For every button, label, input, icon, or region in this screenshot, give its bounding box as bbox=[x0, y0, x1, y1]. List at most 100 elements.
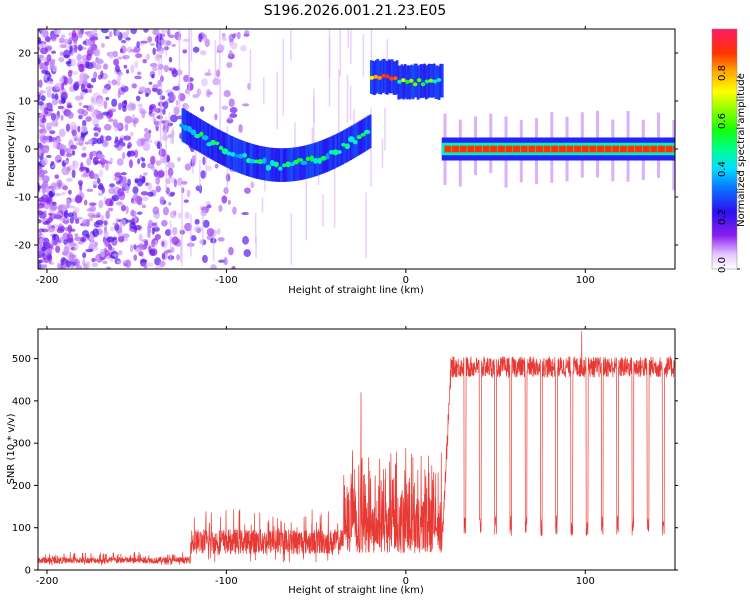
noise-speckle bbox=[89, 202, 97, 206]
noise-speckle bbox=[96, 153, 105, 158]
noise-speckle bbox=[38, 199, 43, 203]
noise-speckle bbox=[43, 74, 48, 81]
noise-speckle bbox=[74, 233, 79, 237]
noise-speckle bbox=[162, 206, 169, 216]
y-tick-label: 0 bbox=[25, 566, 31, 577]
noise-speckle bbox=[169, 114, 178, 123]
noise-streak bbox=[365, 192, 367, 258]
noise-streak bbox=[290, 29, 292, 61]
carrier-core bbox=[566, 145, 574, 153]
noise-speckle bbox=[62, 185, 68, 191]
noise-speckle bbox=[95, 57, 103, 65]
noise-speckle bbox=[123, 99, 128, 105]
noise-speckle bbox=[96, 177, 101, 184]
noise-speckle bbox=[227, 199, 231, 205]
noise-speckle bbox=[73, 36, 78, 45]
noise-speckle bbox=[38, 57, 41, 65]
noise-speckle bbox=[67, 76, 73, 85]
noise-speckle bbox=[135, 53, 143, 59]
noise-speckle bbox=[40, 29, 48, 38]
noise-speckle bbox=[82, 56, 86, 66]
noise-speckle bbox=[108, 110, 114, 118]
noise-speckle bbox=[38, 94, 41, 102]
noise-speckle bbox=[97, 127, 101, 133]
noise-streak bbox=[384, 107, 386, 151]
noise-speckle bbox=[67, 212, 74, 218]
noise-speckle bbox=[111, 79, 118, 86]
snr-x-ticks: -200 -100 0 100 bbox=[36, 326, 595, 587]
noise-speckle bbox=[212, 77, 221, 86]
noise-speckle bbox=[169, 191, 176, 197]
noise-speckle bbox=[62, 76, 69, 85]
noise-speckle bbox=[101, 88, 109, 94]
noise-speckle bbox=[155, 185, 161, 193]
noise-speckle bbox=[79, 125, 88, 133]
noise-speckle bbox=[141, 111, 146, 119]
noise-speckle bbox=[70, 144, 77, 150]
noise-speckle bbox=[140, 137, 146, 146]
noise-streak bbox=[362, 33, 365, 77]
noise-streak bbox=[338, 69, 340, 147]
noise-speckle bbox=[50, 112, 56, 121]
noise-speckle bbox=[40, 42, 47, 48]
noise-speckle bbox=[67, 111, 74, 119]
noise-speckle bbox=[52, 234, 56, 241]
chirp-blob bbox=[320, 155, 327, 161]
chirp-blob bbox=[278, 166, 283, 171]
noise-speckle bbox=[50, 33, 57, 42]
noise-speckle bbox=[117, 188, 125, 197]
noise-speckle bbox=[221, 195, 228, 204]
noise-speckle bbox=[62, 205, 67, 213]
noise-streak bbox=[188, 29, 190, 93]
noise-speckle bbox=[243, 249, 251, 258]
noise-speckle bbox=[41, 263, 47, 269]
noise-speckle bbox=[103, 220, 108, 226]
noise-speckle bbox=[41, 246, 47, 253]
noise-speckle bbox=[228, 33, 235, 43]
noise-speckle bbox=[69, 45, 73, 54]
noise-speckle bbox=[196, 227, 201, 234]
carrier-core bbox=[589, 145, 597, 153]
noise-speckle bbox=[136, 40, 140, 49]
noise-streak bbox=[165, 116, 167, 191]
noise-speckle bbox=[210, 264, 217, 269]
noise-speckle bbox=[100, 70, 104, 79]
noise-speckle bbox=[116, 75, 122, 82]
noise-speckle bbox=[94, 63, 102, 70]
noise-speckle bbox=[63, 239, 69, 246]
carrier-core bbox=[490, 145, 498, 153]
noise-speckle bbox=[41, 69, 48, 75]
noise-speckle bbox=[38, 163, 43, 167]
chirp-band bbox=[297, 146, 301, 181]
noise-streak bbox=[219, 29, 221, 71]
spectrogram-x-label: Height of straight line (km) bbox=[288, 285, 424, 296]
noise-speckle bbox=[92, 29, 98, 34]
noise-speckle bbox=[125, 29, 130, 36]
snr-y-label: SNR (10 * v/v) bbox=[6, 413, 17, 484]
tone-blob bbox=[397, 79, 402, 84]
chirp-band bbox=[268, 147, 272, 182]
tone-band bbox=[408, 65, 412, 100]
spectrogram-y-ticks: -20 -10 0 10 20 bbox=[15, 49, 678, 252]
noise-speckle bbox=[201, 78, 208, 87]
carrier-core bbox=[642, 145, 650, 153]
noise-speckle bbox=[223, 257, 228, 266]
noise-speckle bbox=[49, 61, 54, 71]
chirp-blob bbox=[194, 133, 201, 139]
noise-speckle bbox=[38, 243, 41, 249]
noise-speckle bbox=[125, 185, 130, 194]
noise-speckle bbox=[152, 107, 160, 113]
carrier-core bbox=[665, 145, 673, 153]
carrier-core bbox=[673, 145, 675, 153]
noise-speckle bbox=[244, 30, 250, 36]
noise-speckle bbox=[86, 40, 94, 46]
noise-speckle bbox=[59, 223, 63, 228]
noise-speckle bbox=[112, 50, 119, 58]
noise-streak bbox=[160, 95, 162, 165]
carrier-core bbox=[459, 145, 467, 153]
noise-speckle bbox=[175, 99, 179, 106]
noise-speckle bbox=[42, 56, 47, 62]
noise-speckle bbox=[148, 81, 153, 85]
noise-speckle bbox=[230, 41, 238, 50]
